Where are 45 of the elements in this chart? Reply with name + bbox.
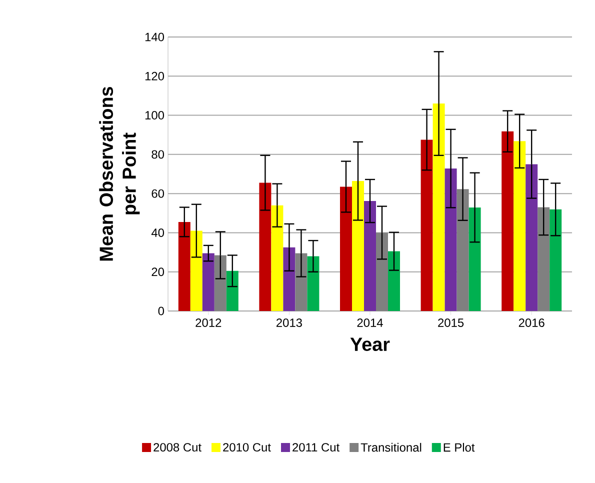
- x-tick-label: 2015: [438, 318, 464, 327]
- y-tick-label: 120: [145, 72, 164, 80]
- legend-label: 2011 Cut: [292, 443, 340, 452]
- bar: [444, 168, 457, 311]
- bar: [190, 230, 202, 311]
- y-tick-label: 40: [151, 228, 164, 237]
- bar: [226, 270, 238, 311]
- y-tick-label: 0: [158, 306, 164, 316]
- legend-label: Transitional: [360, 442, 422, 452]
- bar: [340, 186, 352, 311]
- bar: [538, 207, 550, 311]
- bar: [388, 251, 400, 311]
- bar: [468, 207, 481, 311]
- bar: [259, 182, 272, 311]
- bar: [550, 209, 562, 311]
- bar: [364, 201, 376, 311]
- bar: [295, 253, 308, 311]
- bar: [502, 131, 514, 311]
- legend-label: 2010 Cut: [223, 443, 271, 452]
- bar: [283, 247, 296, 311]
- bar: [271, 205, 284, 311]
- x-axis-title: Year: [350, 338, 390, 352]
- y-tick-label: 140: [145, 32, 164, 42]
- bar: [456, 189, 469, 311]
- x-tick-label: 2013: [276, 318, 302, 327]
- bar: [352, 181, 364, 311]
- y-axis-title: Mean Observations per Point: [99, 86, 140, 261]
- bar: [526, 164, 538, 311]
- bar: [202, 253, 214, 311]
- bar: [514, 141, 526, 311]
- bar: [214, 255, 226, 311]
- x-tick-label: 2016: [518, 318, 544, 327]
- bar: [432, 104, 445, 311]
- x-tick-label: 2014: [357, 318, 383, 327]
- bar: [376, 232, 388, 311]
- y-tick-label: 80: [152, 150, 164, 159]
- legend-label: E Plot: [444, 442, 475, 452]
- bar: [178, 222, 190, 311]
- legend-label: 2008 Cut: [154, 443, 202, 452]
- y-tick-label: 60: [152, 189, 164, 198]
- y-tick-label: 20: [152, 268, 164, 276]
- bar: [420, 140, 433, 311]
- y-tick-label: 100: [145, 111, 164, 120]
- x-tick-label: 2012: [196, 318, 222, 327]
- bar: [307, 256, 320, 311]
